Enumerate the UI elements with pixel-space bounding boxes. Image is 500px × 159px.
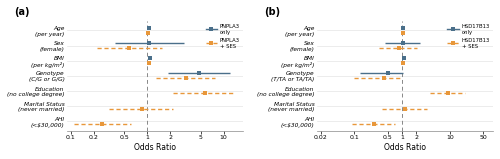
- Legend: HSD17B13
only, HSD17B13
+ SES: HSD17B13 only, HSD17B13 + SES: [447, 23, 490, 49]
- X-axis label: Odds Ratio: Odds Ratio: [384, 143, 426, 152]
- Legend: PNPLA3
only, PNPLA3
+ SES: PNPLA3 only, PNPLA3 + SES: [205, 23, 240, 49]
- X-axis label: Odds Ratio: Odds Ratio: [134, 143, 176, 152]
- Text: (a): (a): [14, 7, 30, 17]
- Text: (b): (b): [264, 7, 280, 17]
